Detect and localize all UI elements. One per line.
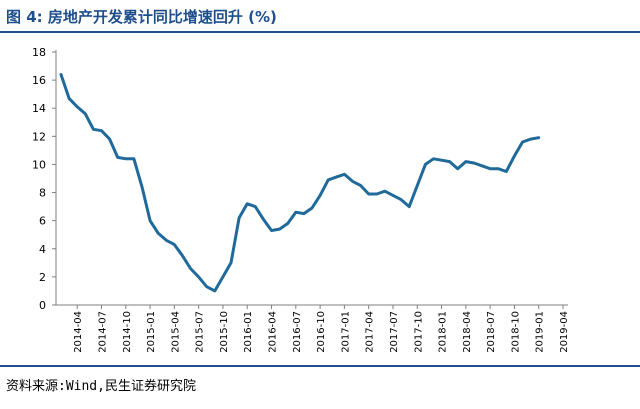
chart-title: 图 4: 房地产开发累计同比增速回升 (%) (6, 8, 277, 26)
y-tick-label: 12 (32, 130, 46, 143)
y-tick-label: 6 (39, 215, 46, 228)
x-tick-label: 2018-04 (462, 311, 473, 353)
x-tick-label: 2017-07 (389, 311, 400, 353)
x-tick-label: 2016-04 (268, 311, 279, 353)
x-tick-label: 2017-01 (340, 311, 351, 353)
x-tick-label: 2019-04 (559, 311, 570, 353)
x-axis: 2014-04 2014-07 2014-10 2015-01 2015-04 2015-… (56, 304, 570, 353)
x-tick-label: 2019-01 (535, 311, 546, 353)
x-tick-label: 2014-04 (73, 311, 84, 353)
y-tick-label: 0 (39, 299, 46, 312)
y-tick-label: 18 (32, 46, 46, 59)
y-tick-label: 14 (32, 102, 46, 115)
x-tick-label: 2018-07 (486, 311, 497, 353)
x-tick-label: 2014-10 (122, 311, 133, 353)
x-tick-label: 2015-07 (195, 311, 206, 353)
x-tick-label: 2017-04 (365, 311, 376, 353)
x-tick-label: 2016-10 (316, 311, 327, 353)
series-line-1 (59, 73, 541, 293)
source-rule (0, 365, 640, 367)
y-tick-label: 4 (39, 243, 46, 256)
y-tick-label: 16 (32, 74, 46, 87)
x-tick-label: 2015-01 (146, 311, 157, 353)
x-tick-label: 2018-10 (510, 311, 521, 353)
x-tick-label: 2015-04 (170, 311, 181, 353)
y-axis: 0 2 4 6 8 10 12 14 16 18 (32, 46, 57, 312)
y-tick-label: 2 (39, 271, 46, 284)
y-tick-label: 10 (32, 158, 46, 171)
x-tick-label: 2017-10 (413, 311, 424, 353)
x-tick-label: 2018-01 (438, 311, 449, 353)
source-note: 资料来源:Wind,民生证券研究院 (6, 379, 196, 394)
series-group (59, 73, 541, 293)
x-tick-label: 2014-07 (97, 311, 108, 353)
title-rule (0, 31, 640, 33)
x-tick-label: 2016-07 (292, 311, 303, 353)
x-tick-label: 2015-10 (219, 311, 230, 353)
y-tick-label: 8 (39, 187, 46, 200)
x-tick-label: 2016-01 (243, 311, 254, 353)
